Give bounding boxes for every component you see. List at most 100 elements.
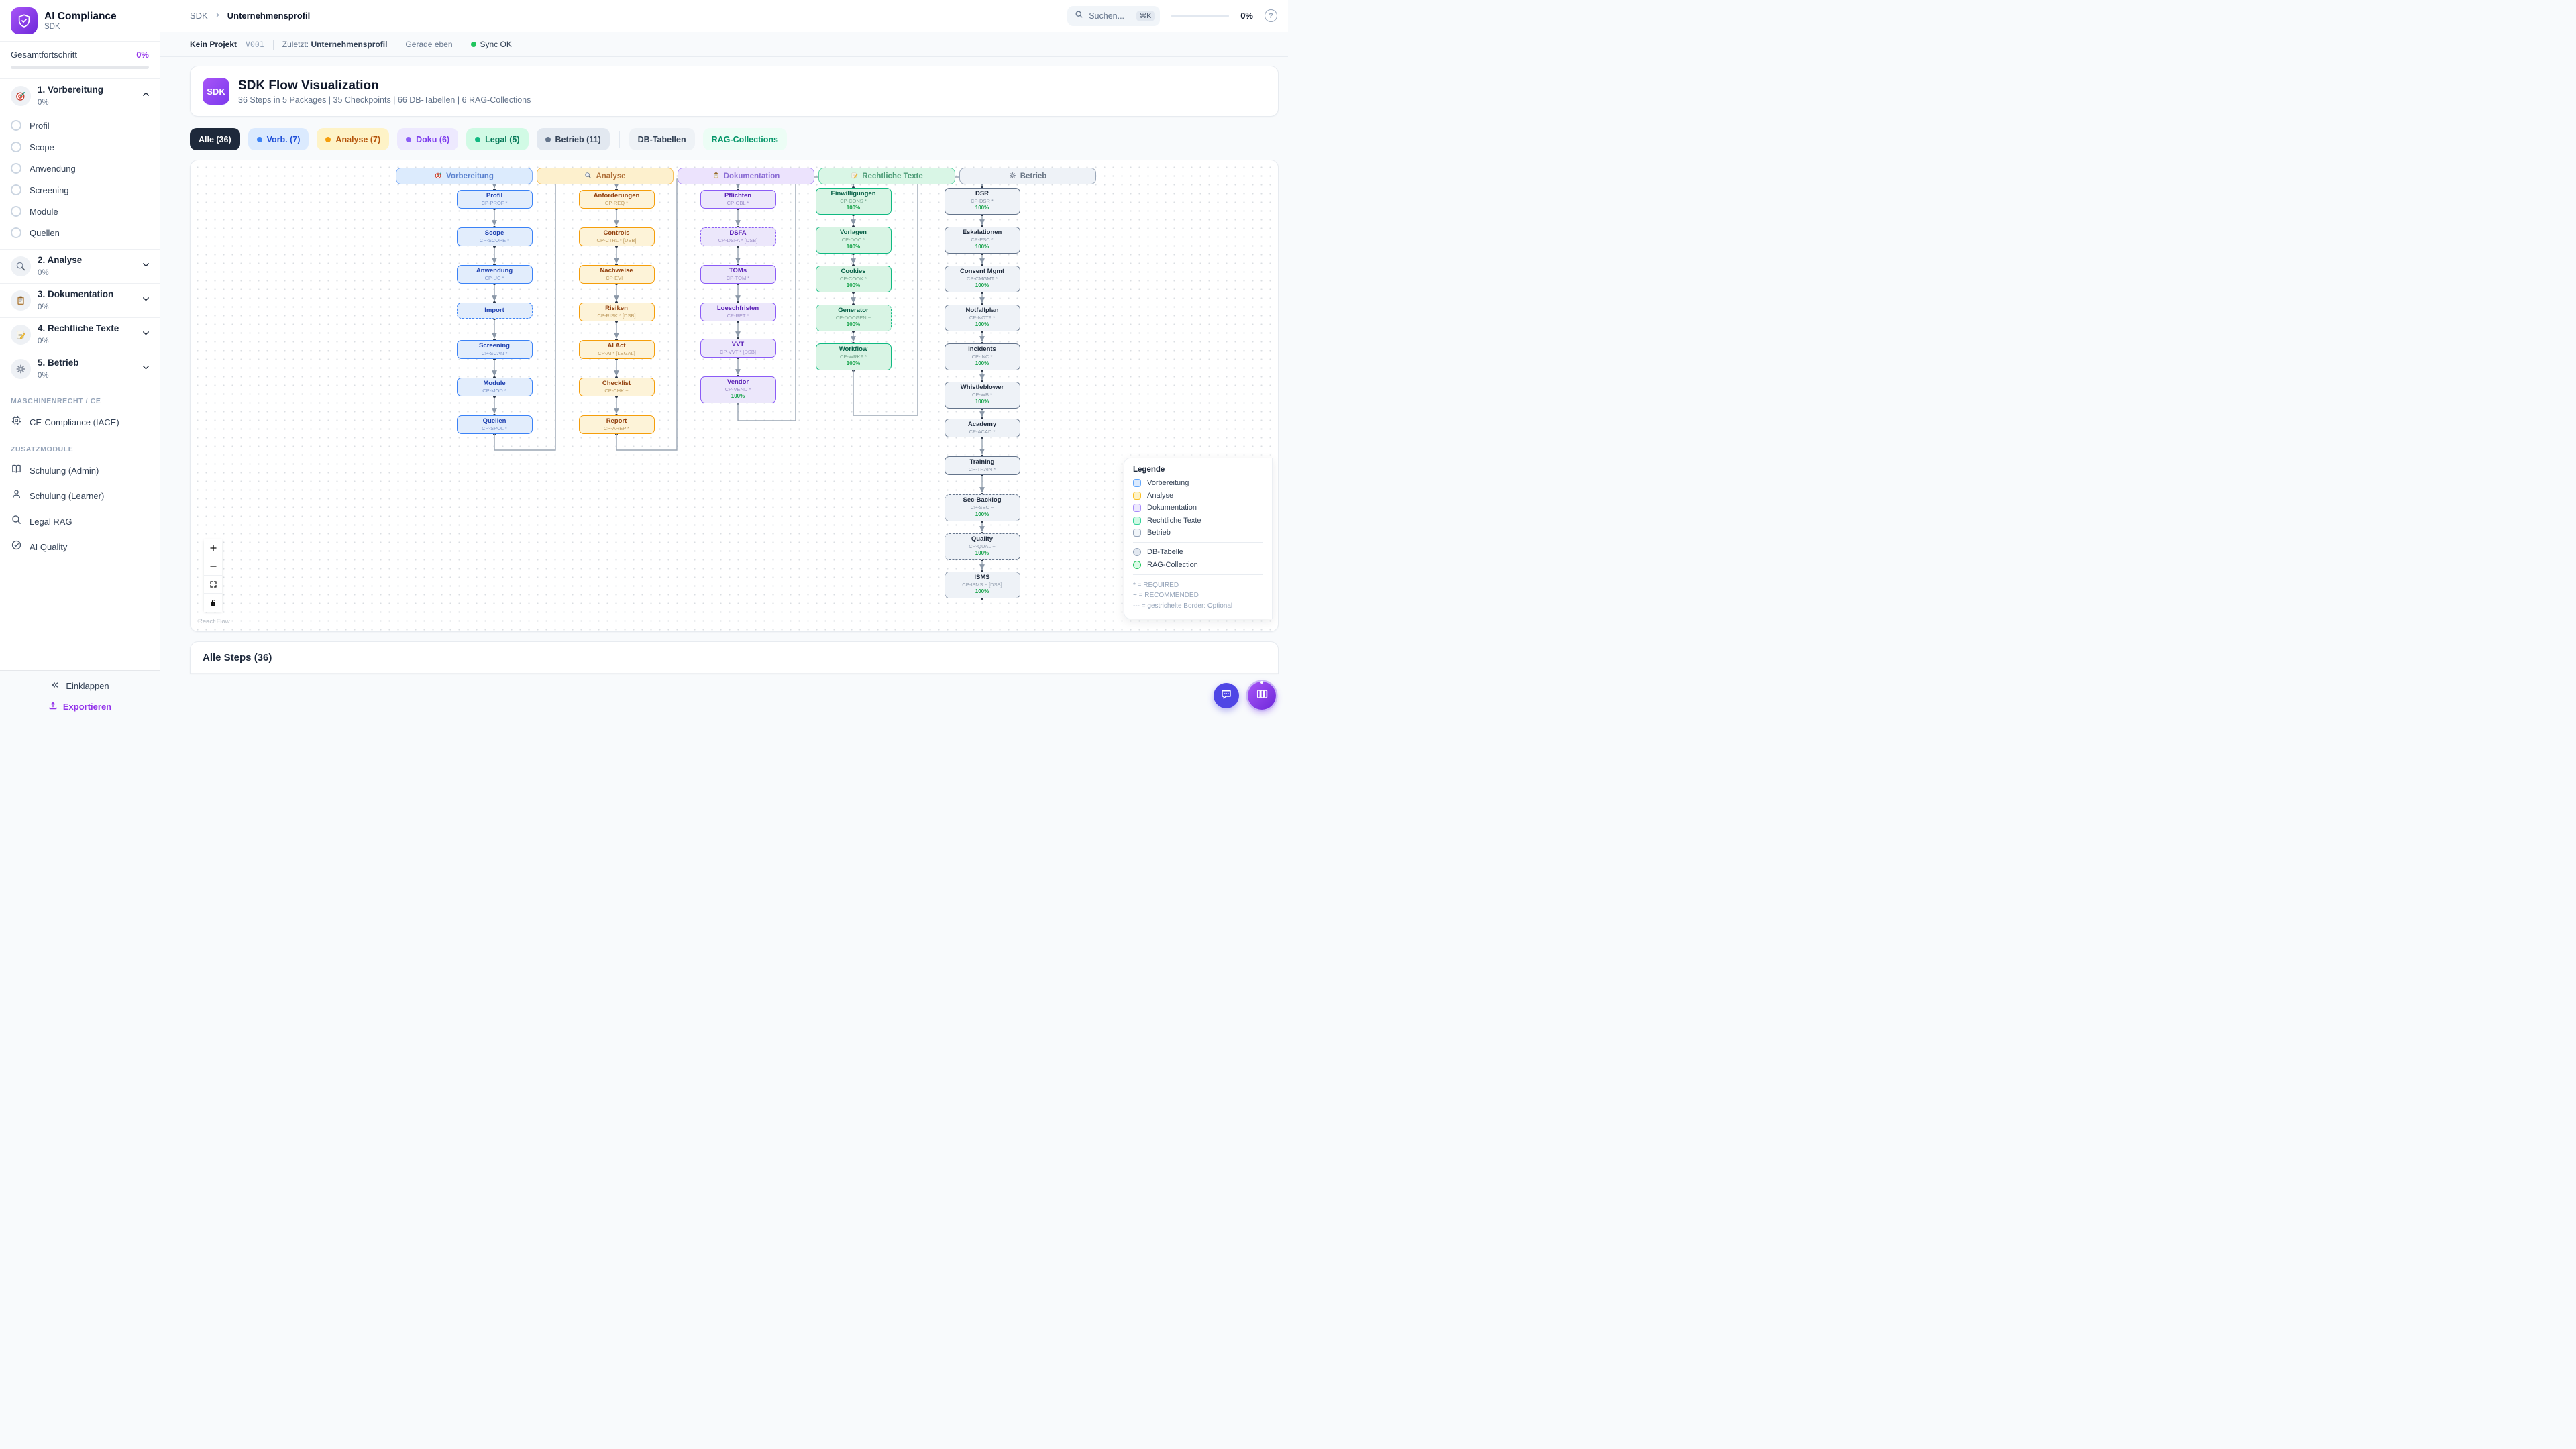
sidebar-item-screening[interactable]: Screening — [0, 179, 160, 201]
flow-node-ai-act[interactable]: AI Act CP-AI * [LEGAL] — [578, 340, 655, 359]
flow-node-workflow[interactable]: Workflow CP-WRKF * 100% — [815, 343, 892, 370]
flow-node-screening[interactable]: Screening CP-SCAN * — [456, 340, 533, 359]
sidebar-item-schulung-learner-[interactable]: Schulung (Learner) — [0, 483, 160, 508]
flow-node-whistleblower[interactable]: Whistleblower CP-WB * 100% — [944, 382, 1020, 409]
node-code: CP-COOK * — [839, 275, 867, 282]
header-progress-value: 0% — [1240, 11, 1253, 21]
flow-node-pflichten[interactable]: Pflichten CP-OBL * — [700, 190, 776, 209]
chevron-up-icon — [142, 90, 150, 102]
flow-legend: Legende Vorbereitung Analyse Dokumentation… — [1124, 458, 1273, 619]
flow-node-module[interactable]: Module CP-MOD * — [456, 378, 533, 396]
filter-legal-5[interactable]: Legal (5) — [466, 128, 529, 150]
node-progress: 100% — [975, 321, 989, 328]
flow-node-cookies[interactable]: Cookies CP-COOK * 100% — [815, 266, 892, 292]
flow-node-anwendung[interactable]: Anwendung CP-UC * — [456, 265, 533, 284]
sidebar-item-ai-quality[interactable]: AI Quality — [0, 534, 160, 559]
node-code: CP-AREP * — [603, 425, 630, 432]
flow-node-nachweise[interactable]: Nachweise CP-EVI ~ — [578, 265, 655, 284]
flow-node-import[interactable]: Import — [456, 303, 533, 319]
chevron-down-icon — [142, 294, 150, 307]
flow-column-header-dokumentation[interactable]: Dokumentation — [678, 168, 814, 184]
flow-node-eskalationen[interactable]: Eskalationen CP-ESC * 100% — [944, 227, 1020, 254]
sidebar-item-anwendung[interactable]: Anwendung — [0, 158, 160, 179]
sidebar-section-betrieb[interactable]: 5. Betrieb 0% — [0, 352, 160, 386]
flow-node-toms[interactable]: TOMs CP-TOM * — [700, 265, 776, 284]
collapse-sidebar-button[interactable]: Einklappen — [50, 680, 109, 692]
flow-node-isms[interactable]: ISMS CP-ISMS ~ [DSB] 100% — [944, 572, 1020, 598]
zusatzmodule-group-label: ZUSATZMODULE — [11, 445, 74, 453]
chat-button[interactable] — [1214, 683, 1239, 708]
filter-rag-collections[interactable]: RAG-Collections — [702, 128, 787, 150]
zoom-in-button[interactable] — [204, 539, 222, 557]
sidebar-item-module[interactable]: Module — [0, 201, 160, 222]
sidebar-section-analyse[interactable]: 2. Analyse 0% — [0, 250, 160, 284]
zoom-out-button[interactable] — [204, 557, 222, 576]
sidebar-section-rechtliche-texte[interactable]: 4. Rechtliche Texte 0% — [0, 318, 160, 352]
flow-node-notfallplan[interactable]: Notfallplan CP-NOTF * 100% — [944, 305, 1020, 331]
flow-node-einwilligungen[interactable]: Einwilligungen CP-CONS * 100% — [815, 188, 892, 215]
sidebar-item-scope[interactable]: Scope — [0, 136, 160, 158]
columns-panel-button[interactable] — [1248, 682, 1276, 710]
flow-canvas[interactable]: Vorbereitung Profil CP-PROF * Scope CP-SCOPE… — [190, 160, 1279, 632]
node-code: CP-AI * [LEGAL] — [598, 350, 635, 357]
sidebar-section-dokumentation[interactable]: 3. Dokumentation 0% — [0, 284, 160, 318]
flow-node-dsfa[interactable]: DSFA CP-DSFA * [DSB] — [700, 227, 776, 246]
flow-node-academy[interactable]: Academy CP-ACAD * — [944, 419, 1020, 437]
legend-item-analyse: Analyse — [1133, 491, 1263, 500]
node-title: Academy — [967, 421, 997, 429]
flow-node-anforderungen[interactable]: Anforderungen CP-REQ * — [578, 190, 655, 209]
flow-column-header-betrieb[interactable]: Betrieb — [959, 168, 1096, 184]
lock-button[interactable] — [204, 594, 222, 612]
node-progress: 100% — [975, 511, 989, 518]
sidebar-item-ce-compliance-iace-[interactable]: CE-Compliance (IACE) — [0, 409, 160, 435]
flow-node-loeschfristen[interactable]: Loeschfristen CP-RET * — [700, 303, 776, 321]
flow-column-header-vorbereitung[interactable]: Vorbereitung — [396, 168, 533, 184]
all-steps-card: Alle Steps (36) — [190, 641, 1279, 674]
filter-label: Vorb. (7) — [266, 134, 301, 144]
flow-node-training[interactable]: Training CP-TRAIN * — [944, 456, 1020, 475]
flow-node-vvt[interactable]: VVT CP-VVT * [DSB] — [700, 339, 776, 358]
filter-alle-36[interactable]: Alle (36) — [190, 128, 240, 150]
filter-doku-6[interactable]: Doku (6) — [397, 128, 459, 150]
flow-node-vendor[interactable]: Vendor CP-VEND * 100% — [700, 376, 776, 403]
flow-column-header-analyse[interactable]: Analyse — [537, 168, 674, 184]
filter-vorb-7[interactable]: Vorb. (7) — [248, 128, 309, 150]
sidebar-item-profil[interactable]: Profil — [0, 115, 160, 136]
node-progress: 100% — [975, 360, 989, 367]
fit-view-button[interactable] — [204, 576, 222, 594]
flow-node-dsr[interactable]: DSR CP-DSR * 100% — [944, 188, 1020, 215]
flow-node-sec-backlog[interactable]: Sec-Backlog CP-SEC ~100% — [944, 494, 1020, 521]
sidebar-item-schulung-admin-[interactable]: Schulung (Admin) — [0, 458, 160, 483]
flow-node-scope[interactable]: Scope CP-SCOPE * — [456, 227, 533, 246]
node-title: Screening — [479, 342, 510, 350]
flow-node-generator[interactable]: Generator CP-DOCGEN ~100% — [815, 305, 892, 331]
flow-node-consent-mgmt[interactable]: Consent Mgmt CP-CMGMT * 100% — [944, 266, 1020, 292]
breadcrumb-sdk[interactable]: SDK — [190, 11, 208, 21]
flow-node-incidents[interactable]: Incidents CP-INC * 100% — [944, 343, 1020, 370]
sidebar-item-legal-rag[interactable]: Legal RAG — [0, 508, 160, 534]
reactflow-attribution[interactable]: React Flow — [198, 618, 230, 625]
flow-node-quellen[interactable]: Quellen CP-SPOL * — [456, 415, 533, 434]
export-button[interactable]: Exportieren — [48, 701, 111, 712]
filter-betrieb-11[interactable]: Betrieb (11) — [536, 128, 610, 150]
node-progress: 100% — [975, 244, 989, 250]
flow-node-risiken[interactable]: Risiken CP-RISK * [DSB] — [578, 303, 655, 321]
flow-node-checklist[interactable]: Checklist CP-CHK ~ — [578, 378, 655, 396]
search-input[interactable]: Suchen... ⌘K — [1067, 5, 1161, 26]
flow-node-profil[interactable]: Profil CP-PROF * — [456, 190, 533, 209]
filter-db-tabellen[interactable]: DB-Tabellen — [629, 128, 695, 150]
node-code: CP-WB * — [972, 391, 992, 398]
help-button[interactable]: ? — [1265, 9, 1277, 22]
filter-label: DB-Tabellen — [637, 134, 686, 144]
column-label: Analyse — [596, 172, 626, 180]
flow-node-vorlagen[interactable]: Vorlagen CP-DOC * 100% — [815, 227, 892, 254]
flow-node-report[interactable]: Report CP-AREP * — [578, 415, 655, 434]
step-label: Module — [30, 206, 58, 217]
legend-item-dokumentation: Dokumentation — [1133, 504, 1263, 512]
filter-analyse-7[interactable]: Analyse (7) — [317, 128, 390, 150]
flow-node-quality[interactable]: Quality CP-QUAL ~100% — [944, 533, 1020, 560]
sidebar-item-quellen[interactable]: Quellen — [0, 222, 160, 244]
flow-node-controls[interactable]: Controls CP-CTRL * [DSB] — [578, 227, 655, 246]
sidebar-section-vorbereitung[interactable]: 1. Vorbereitung 0% — [0, 79, 160, 113]
flow-column-header-legal[interactable]: Rechtliche Texte — [818, 168, 955, 184]
